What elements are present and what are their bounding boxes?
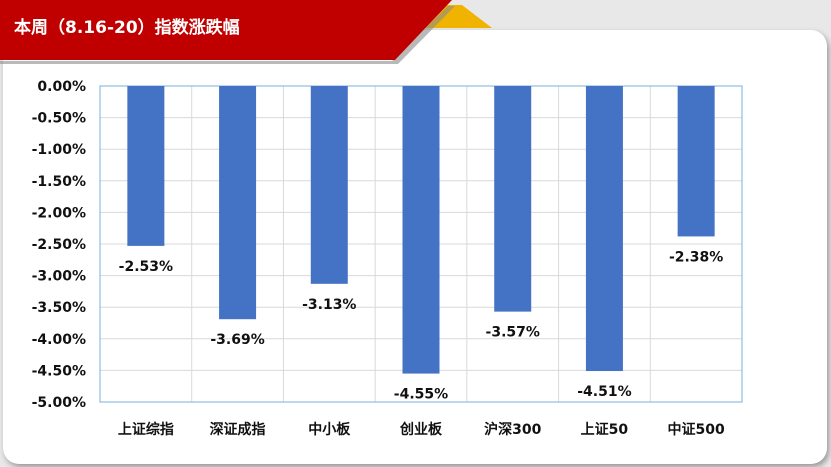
title-banner bbox=[0, 0, 492, 64]
y-tick-label: -0.50% bbox=[32, 111, 86, 127]
y-tick-label: -2.50% bbox=[32, 237, 86, 253]
x-category-label: 沪深300 bbox=[484, 421, 541, 438]
y-axis-ticks: 0.00% -0.50% -1.00% -1.50% -2.00% -2.50% -3.00… bbox=[32, 79, 86, 411]
data-label: -3.69% bbox=[210, 332, 264, 348]
x-category-label: 上证50 bbox=[581, 422, 629, 438]
x-category-label: 深证成指 bbox=[210, 421, 266, 438]
y-tick-label: -3.50% bbox=[32, 300, 86, 316]
page-title: 本周（8.16-20）指数涨跌幅 bbox=[14, 18, 240, 38]
x-axis-categories: 上证综指 深证成指 中小板 创业板 沪深300 上证50 中证500 bbox=[118, 421, 725, 438]
banner-red bbox=[0, 0, 452, 60]
x-category-label: 创业板 bbox=[399, 421, 443, 438]
y-tick-label: 0.00% bbox=[37, 79, 86, 95]
bar bbox=[585, 86, 623, 372]
bar bbox=[402, 86, 440, 374]
y-tick-label: -4.00% bbox=[32, 332, 86, 348]
y-tick-label: -5.00% bbox=[32, 395, 86, 411]
x-category-label: 中小板 bbox=[308, 421, 351, 438]
data-label: -4.51% bbox=[577, 384, 631, 400]
bar bbox=[127, 86, 165, 246]
y-tick-label: -2.00% bbox=[32, 205, 86, 221]
y-tick-label: -3.00% bbox=[32, 269, 86, 285]
bars bbox=[127, 86, 715, 374]
bar bbox=[494, 86, 532, 312]
data-label: -2.38% bbox=[669, 249, 723, 265]
x-category-label: 上证综指 bbox=[118, 421, 174, 438]
data-label: -4.55% bbox=[394, 387, 448, 403]
bar bbox=[219, 86, 257, 320]
y-tick-label: -1.50% bbox=[32, 174, 86, 190]
data-label: -3.57% bbox=[486, 325, 540, 341]
data-label: -2.53% bbox=[119, 259, 173, 275]
y-tick-label: -4.50% bbox=[32, 363, 86, 379]
bar bbox=[677, 86, 715, 237]
bar bbox=[310, 86, 348, 284]
data-labels: -2.53% -3.69% -3.13% -4.55% -3.57% -4.51% -2.3… bbox=[119, 249, 724, 402]
data-label: -3.13% bbox=[302, 297, 356, 313]
y-tick-label: -1.00% bbox=[32, 142, 86, 158]
x-category-label: 中证500 bbox=[668, 421, 725, 438]
